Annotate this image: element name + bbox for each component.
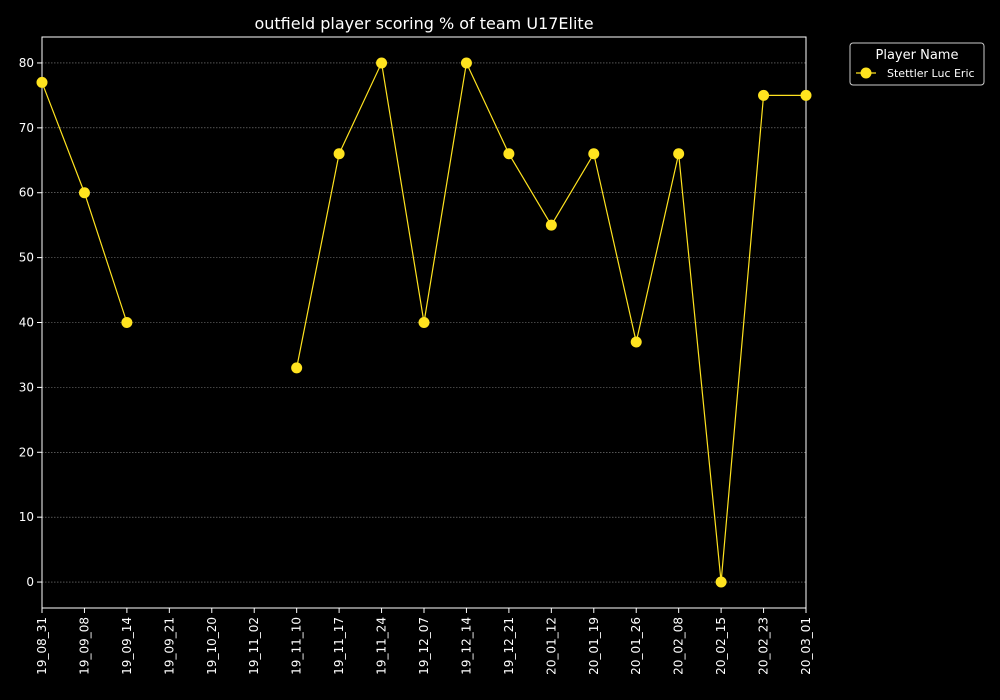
x-tick-label: 20_02_23 — [757, 617, 771, 675]
data-point — [715, 576, 727, 588]
series-line — [41, 82, 128, 323]
data-point — [376, 57, 388, 69]
y-tick-label: 40 — [19, 316, 34, 330]
y-tick-label: 20 — [19, 445, 34, 459]
data-point — [333, 148, 345, 160]
y-tick-label: 0 — [26, 575, 34, 589]
series-layer — [36, 57, 812, 588]
chart-title: outfield player scoring % of team U17Eli… — [254, 14, 593, 33]
x-tick-label: 19_11_17 — [332, 617, 346, 675]
x-tick-label: 20_01_26 — [629, 617, 643, 675]
data-point — [78, 187, 90, 199]
x-tick-label: 20_02_15 — [714, 617, 728, 675]
y-tick-label: 10 — [19, 510, 34, 524]
data-point — [121, 317, 133, 328]
x-tick-label: 20_02_08 — [672, 617, 686, 675]
y-tick-label: 30 — [19, 380, 34, 394]
x-tick-label: 20_03_01 — [799, 617, 813, 675]
legend-series-label: Stettler Luc Eric — [887, 67, 975, 80]
x-tick-label: 20_01_12 — [544, 617, 558, 675]
data-point — [503, 148, 515, 160]
legend-series-marker — [860, 67, 872, 79]
data-point — [758, 89, 770, 101]
x-tick-label: 19_09_14 — [120, 617, 134, 675]
x-tick-label: 19_10_20 — [205, 617, 219, 675]
legend-title: Player Name — [876, 48, 959, 63]
legend-frame — [849, 42, 985, 86]
x-tick-label: 19_12_07 — [417, 617, 431, 675]
data-point — [460, 57, 472, 69]
x-tick-label: 19_08_31 — [35, 617, 49, 675]
x-tick-label: 19_11_02 — [247, 617, 261, 675]
x-tick-label: 19_12_14 — [459, 617, 473, 675]
y-tick-label: 80 — [19, 56, 34, 70]
x-tick-label: 19_11_24 — [375, 617, 389, 675]
data-point — [800, 89, 812, 101]
data-point — [545, 219, 557, 231]
x-tick-label: 19_11_10 — [290, 617, 304, 675]
x-tick-label: 19_09_21 — [162, 617, 176, 675]
y-tick-label: 60 — [19, 186, 34, 200]
y-tick-label: 50 — [19, 251, 34, 265]
x-tick-label: 19_09_08 — [77, 617, 91, 675]
data-point — [36, 76, 48, 88]
data-point — [630, 336, 642, 348]
y-axis: 0 10 20 30 40 50 60 70 80 — [19, 56, 42, 589]
data-point — [291, 362, 303, 374]
data-point — [673, 148, 685, 160]
x-tick-label: 19_12_21 — [502, 617, 516, 675]
x-axis: 19_08_31 19_09_08 19_09_14 19_09_21 19_10_20… — [35, 608, 813, 675]
x-tick-label: 20_01_19 — [587, 617, 601, 675]
legend: Player Name Stettler Luc Eric — [849, 42, 985, 86]
y-tick-label: 70 — [19, 121, 34, 135]
data-point — [418, 317, 430, 328]
data-point — [588, 148, 600, 160]
